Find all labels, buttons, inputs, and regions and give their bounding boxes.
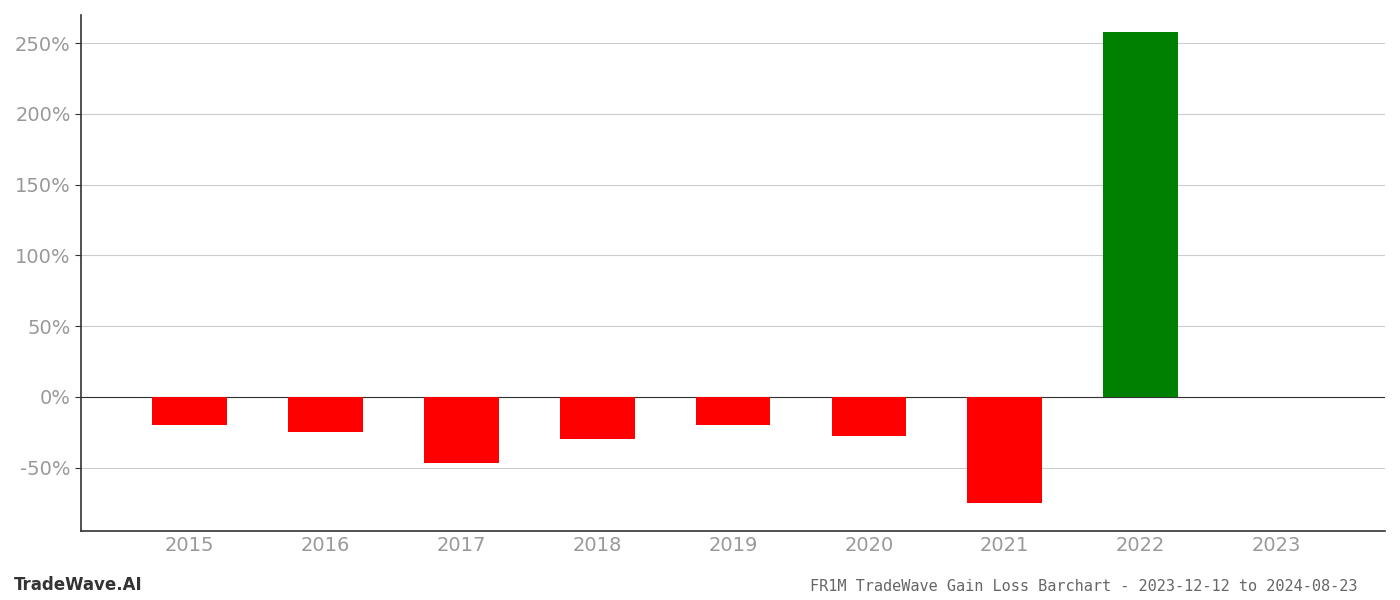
Bar — [696, 397, 770, 425]
Bar — [288, 397, 363, 432]
Text: FR1M TradeWave Gain Loss Barchart - 2023-12-12 to 2024-08-23: FR1M TradeWave Gain Loss Barchart - 2023… — [811, 579, 1358, 594]
Text: TradeWave.AI: TradeWave.AI — [14, 576, 143, 594]
Bar — [1103, 32, 1177, 397]
Bar — [424, 397, 498, 463]
Bar — [560, 397, 634, 439]
Bar — [153, 397, 227, 425]
Bar — [967, 397, 1042, 503]
Bar — [832, 397, 906, 436]
